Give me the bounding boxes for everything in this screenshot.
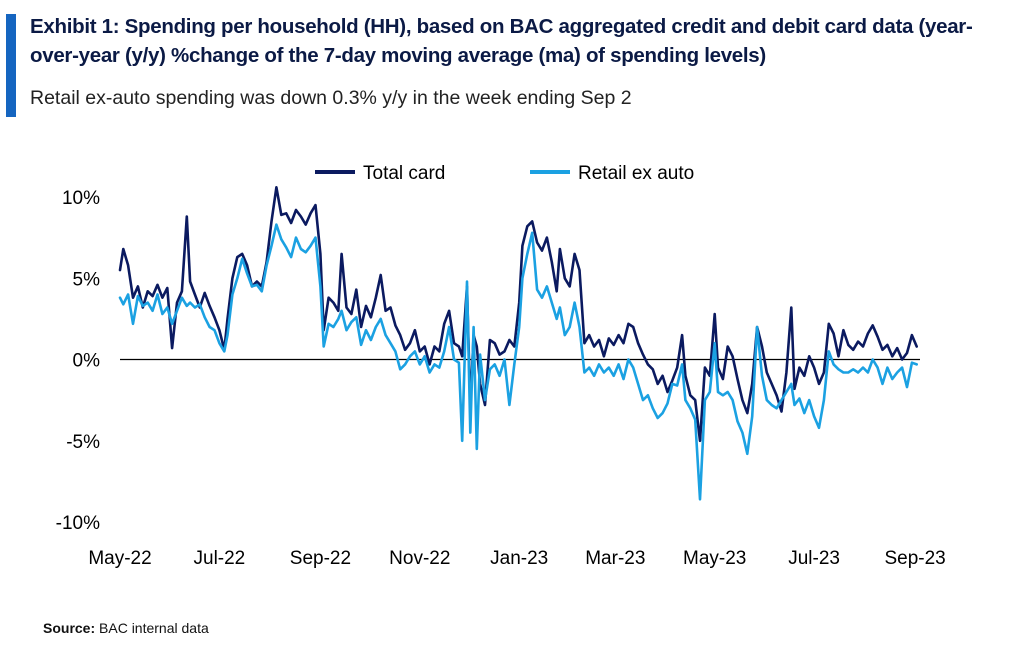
x-tick-label: Sep-23: [884, 548, 945, 569]
series-lines: [118, 186, 918, 501]
chart-title: Exhibit 1: Spending per household (HH), …: [30, 15, 973, 67]
y-tick-label: 10%: [62, 188, 100, 209]
legend-label: Retail ex auto: [578, 163, 694, 184]
x-tick-label: May-22: [88, 548, 151, 569]
x-tick-label: Jul-23: [788, 548, 840, 569]
legend-item: Total card: [315, 163, 445, 184]
x-tick-label: Nov-22: [389, 548, 450, 569]
x-tick-label: Sep-22: [290, 548, 351, 569]
y-tick-label: 5%: [73, 269, 101, 290]
y-tick-label: -5%: [66, 432, 100, 453]
x-tick-label: Mar-23: [585, 548, 645, 569]
source-label: Source:: [43, 620, 96, 636]
chart-subtitle: Retail ex-auto spending was down 0.3% y/…: [30, 87, 632, 109]
legend-item: Retail ex auto: [530, 163, 694, 184]
legend: Total card Retail ex auto: [315, 163, 694, 184]
x-tick-label: Jan-23: [490, 548, 548, 569]
legend-label: Total card: [363, 163, 445, 184]
y-axis: 10% 5% 0% -5% -10%: [56, 188, 100, 534]
y-tick-label: 0%: [73, 351, 101, 372]
x-tick-label: Jul-22: [194, 548, 246, 569]
y-tick-label: -10%: [56, 513, 100, 534]
x-tick-label: May-23: [683, 548, 746, 569]
series-line-retail-ex-auto: [118, 223, 918, 501]
title-accent-bar: [6, 14, 16, 117]
source-note: Source: BAC internal data: [43, 620, 209, 636]
line-chart: Total card Retail ex auto 10%5%0%-5%-10% …: [56, 163, 946, 569]
x-axis: May-22 Jul-22 Sep-22 Nov-22 Jan-23 Mar-23 May-…: [88, 548, 945, 569]
source-text: BAC internal data: [99, 620, 209, 636]
